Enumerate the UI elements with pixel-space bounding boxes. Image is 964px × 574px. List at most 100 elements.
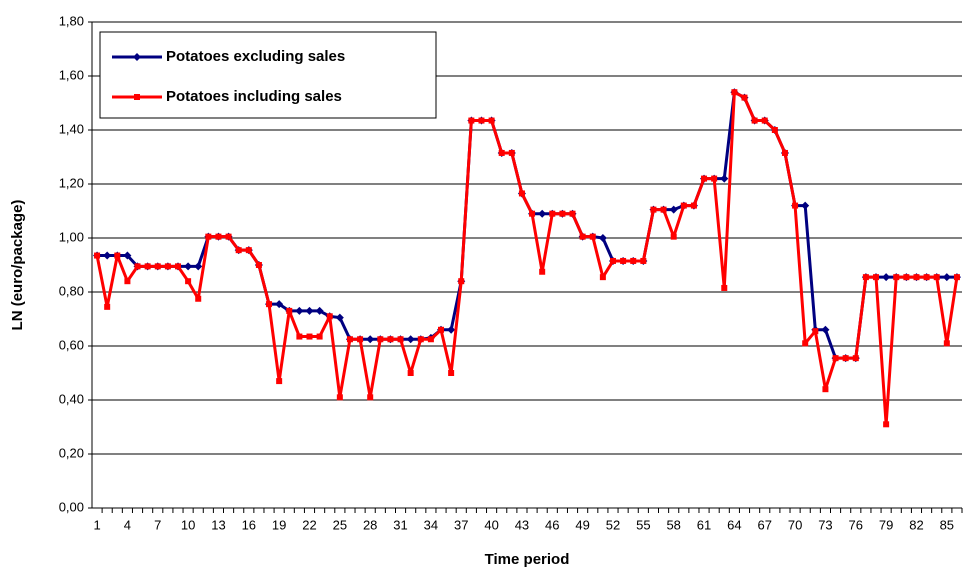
marker [407, 370, 414, 376]
marker [427, 336, 434, 343]
marker [447, 325, 456, 334]
marker [650, 206, 657, 213]
x-tick-label: 40 [484, 517, 498, 532]
marker [620, 257, 627, 264]
marker [164, 263, 171, 270]
y-tick-label: 0,80 [59, 283, 84, 298]
marker [720, 174, 729, 183]
marker [609, 257, 616, 264]
y-tick-label: 0,60 [59, 337, 84, 352]
y-tick-label: 1,20 [59, 175, 84, 190]
marker [438, 326, 445, 333]
x-tick-label: 16 [242, 517, 256, 532]
marker [114, 252, 121, 259]
marker [802, 340, 809, 347]
marker [417, 336, 424, 343]
marker [771, 127, 778, 133]
marker [478, 117, 485, 124]
marker [893, 274, 900, 281]
series [94, 89, 960, 428]
marker [326, 313, 333, 320]
x-tick-label: 73 [818, 517, 832, 532]
y-tick-label: 1,80 [59, 13, 84, 28]
marker [245, 247, 252, 254]
marker [529, 210, 536, 217]
marker [923, 274, 930, 281]
marker [873, 274, 880, 281]
marker [154, 263, 161, 270]
marker [123, 251, 132, 260]
marker [195, 295, 202, 302]
marker [559, 210, 566, 217]
marker [205, 233, 212, 240]
marker [518, 190, 525, 197]
marker [731, 89, 738, 96]
marker [781, 149, 788, 156]
marker [377, 336, 384, 343]
x-tick-label: 31 [393, 517, 407, 532]
marker [660, 206, 667, 213]
marker [538, 209, 547, 218]
marker [357, 336, 364, 343]
marker [862, 274, 869, 281]
marker [296, 333, 303, 340]
x-tick-label: 10 [181, 517, 195, 532]
marker [215, 233, 222, 240]
x-tick-label: 49 [575, 517, 589, 532]
marker [185, 278, 192, 285]
y-tick-label: 0,00 [59, 499, 84, 514]
marker [133, 53, 141, 61]
marker [367, 394, 374, 401]
x-tick-label: 85 [940, 517, 954, 532]
marker [690, 202, 697, 209]
marker [366, 335, 375, 344]
marker [943, 340, 950, 347]
marker [599, 274, 606, 281]
y-tick-label: 0,20 [59, 445, 84, 460]
marker [630, 257, 637, 264]
marker [903, 274, 910, 281]
legend: Potatoes excluding sales Potatoes includi… [99, 31, 437, 119]
x-tick-label: 43 [515, 517, 529, 532]
y-tick-label: 1,40 [59, 121, 84, 136]
x-tick-label: 19 [272, 517, 286, 532]
marker [822, 386, 829, 393]
marker [701, 175, 708, 182]
marker [134, 263, 141, 270]
marker [953, 274, 960, 281]
x-tick-label: 1 [93, 517, 100, 532]
marker [194, 262, 203, 271]
x-tick-label: 13 [211, 517, 225, 532]
marker [852, 355, 859, 362]
marker [882, 273, 891, 282]
marker [276, 378, 283, 385]
legend-label: Potatoes including sales [166, 88, 342, 105]
marker [598, 234, 607, 242]
y-tick-label: 1,60 [59, 67, 84, 82]
marker [549, 210, 556, 217]
marker [448, 370, 455, 376]
marker [346, 336, 353, 343]
y-tick-label: 1,00 [59, 229, 84, 244]
series [93, 88, 961, 363]
marker [336, 394, 343, 401]
marker [539, 268, 546, 275]
marker [315, 306, 324, 315]
marker [305, 306, 314, 315]
marker [468, 117, 475, 124]
marker [751, 117, 758, 124]
marker [842, 355, 849, 362]
marker [488, 117, 495, 124]
marker [669, 205, 678, 214]
marker [184, 262, 193, 271]
marker [275, 300, 284, 309]
marker [579, 233, 586, 240]
marker [680, 202, 687, 209]
x-tick-label: 82 [909, 517, 923, 532]
x-tick-label: 58 [666, 517, 680, 532]
x-tick-label: 34 [424, 517, 438, 532]
series-line [95, 90, 959, 426]
marker [255, 262, 262, 268]
marker [812, 328, 819, 335]
marker [335, 313, 344, 322]
